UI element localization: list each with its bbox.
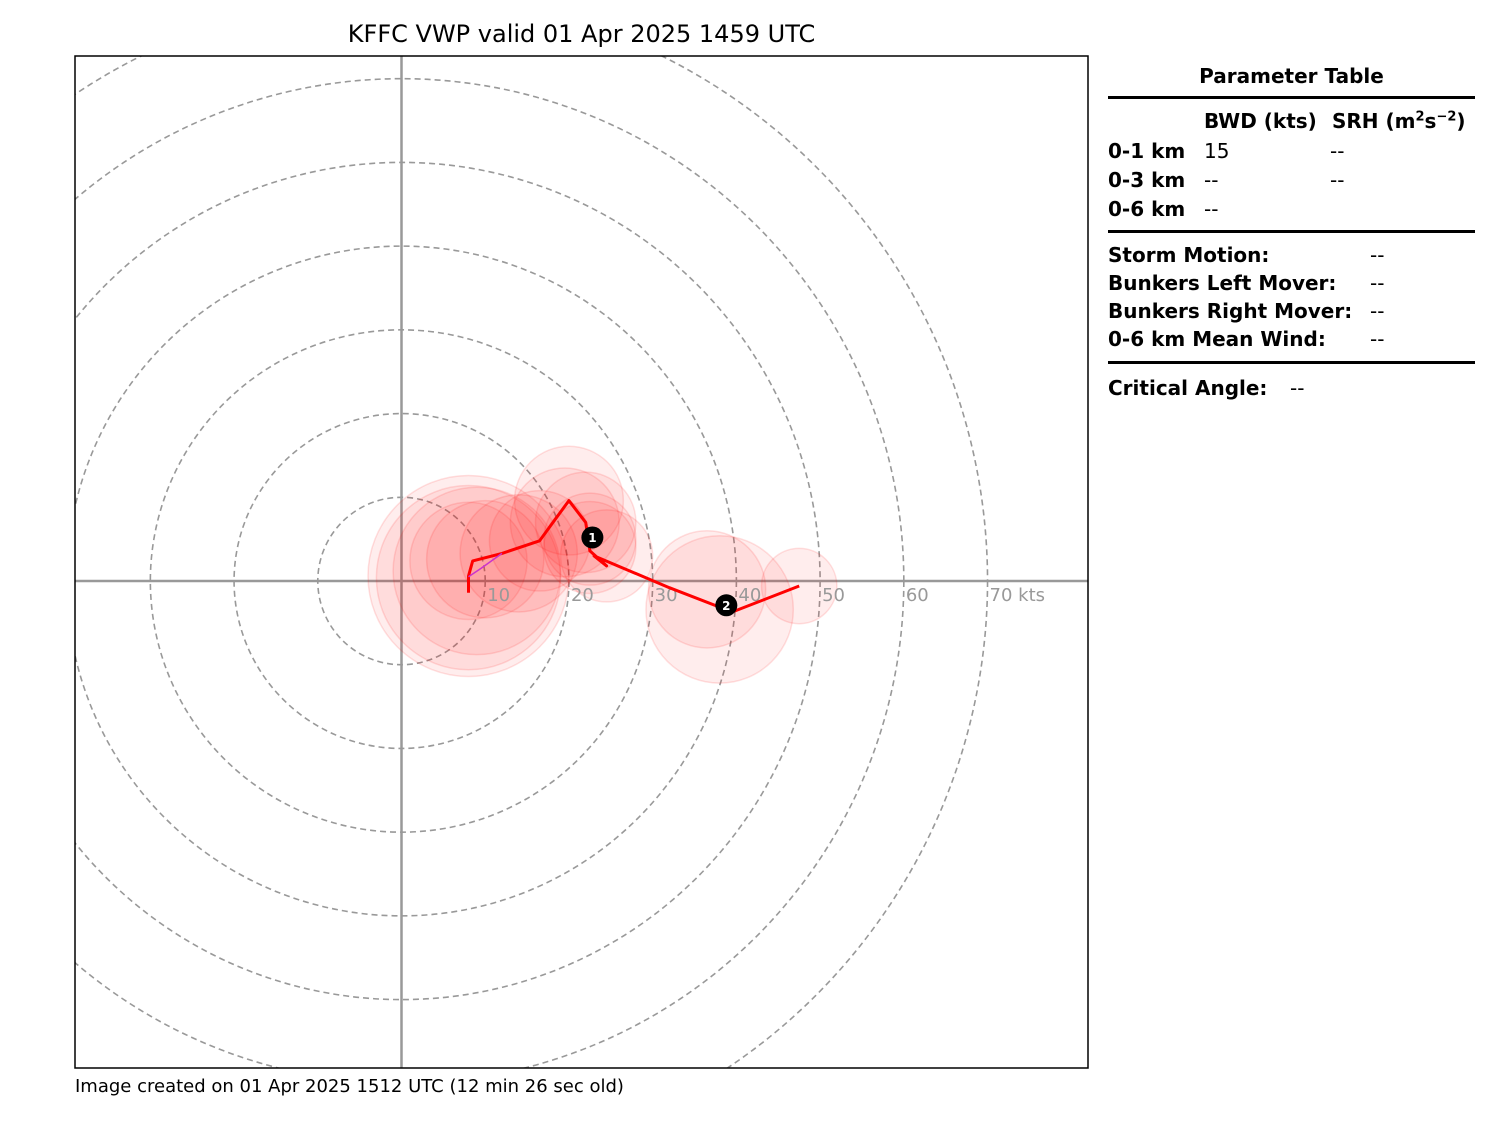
parameter-table-title: Parameter Table (1199, 64, 1384, 88)
plot-frame (74, 55, 1089, 1069)
parameter-table: Parameter Table BWD (kts) SRH (m2s−2) 0-… (1108, 60, 1475, 402)
srh-header-close: ) (1456, 109, 1466, 133)
uncertainty-circle (647, 530, 767, 649)
image-created-footer: Image created on 01 Apr 2025 1512 UTC (1… (75, 1076, 624, 1097)
bwd-value: 15 (1204, 139, 1230, 163)
mean-wind-label: 0-6 km Mean Wind: (1108, 327, 1326, 351)
ring-label: 60 (906, 585, 929, 606)
table-row-0-6km: 0-6 km -- (1108, 195, 1475, 224)
srh-header-text: SRH (m (1332, 109, 1416, 133)
hodograph-trace (467, 499, 800, 614)
srh-column-header: SRH (m2s−2) (1332, 109, 1466, 133)
storm-motion-row: Storm Motion: -- (1108, 241, 1475, 269)
ring-label: 20 (571, 585, 594, 606)
row-label: 0-6 km (1108, 197, 1186, 221)
bwd-value: -- (1204, 197, 1219, 221)
bunkers-right-row: Bunkers Right Mover: -- (1108, 297, 1475, 325)
uncertainty-circle (459, 494, 579, 613)
critical-angle-label: Critical Angle: (1108, 376, 1268, 400)
ring-label: 70 kts (990, 585, 1045, 606)
uncertainty-circle (409, 501, 528, 621)
critical-angle-value: -- (1290, 376, 1305, 400)
srh-value: -- (1330, 139, 1345, 163)
ring-label: 10 (487, 585, 510, 606)
bunkers-left-row: Bunkers Left Mover: -- (1108, 269, 1475, 297)
storm-motion-value: -- (1370, 243, 1385, 267)
row-label: 0-3 km (1108, 168, 1186, 192)
height-marker (715, 594, 738, 617)
srh-value: -- (1330, 168, 1345, 192)
row-label: 0-1 km (1108, 139, 1186, 163)
uncertainty-circle (509, 467, 620, 578)
table-divider (1108, 361, 1475, 364)
srh-header-exp2: −2 (1436, 109, 1457, 125)
ring-label: 40 (738, 585, 761, 606)
table-header-row: BWD (kts) SRH (m2s−2) (1108, 107, 1475, 137)
bwd-value: -- (1204, 168, 1219, 192)
low-level-trace (468, 552, 503, 578)
bunkers-right-label: Bunkers Right Mover: (1108, 299, 1353, 323)
storm-motion-label: Storm Motion: (1108, 243, 1270, 267)
height-marker (581, 526, 604, 549)
table-divider (1108, 96, 1475, 99)
table-row-0-3km: 0-3 km -- -- (1108, 166, 1475, 195)
ring-label: 50 (822, 585, 845, 606)
mean-wind-value: -- (1370, 327, 1385, 351)
bunkers-left-value: -- (1370, 271, 1385, 295)
bunkers-right-value: -- (1370, 299, 1385, 323)
srh-header-exp1: 2 (1415, 109, 1425, 125)
table-divider (1108, 230, 1475, 233)
chart-title: KFFC VWP valid 01 Apr 2025 1459 UTC (347, 20, 816, 48)
bunkers-left-label: Bunkers Left Mover: (1108, 271, 1337, 295)
table-row-0-1km: 0-1 km 15 -- (1108, 137, 1475, 166)
critical-angle-row: Critical Angle: -- (1108, 374, 1475, 402)
srh-header-s: s (1424, 109, 1437, 133)
bwd-column-header: BWD (kts) (1204, 109, 1317, 133)
height-marker-label: 2 (722, 599, 730, 613)
mean-wind-row: 0-6 km Mean Wind: -- (1108, 325, 1475, 353)
height-marker-label: 1 (588, 531, 596, 545)
